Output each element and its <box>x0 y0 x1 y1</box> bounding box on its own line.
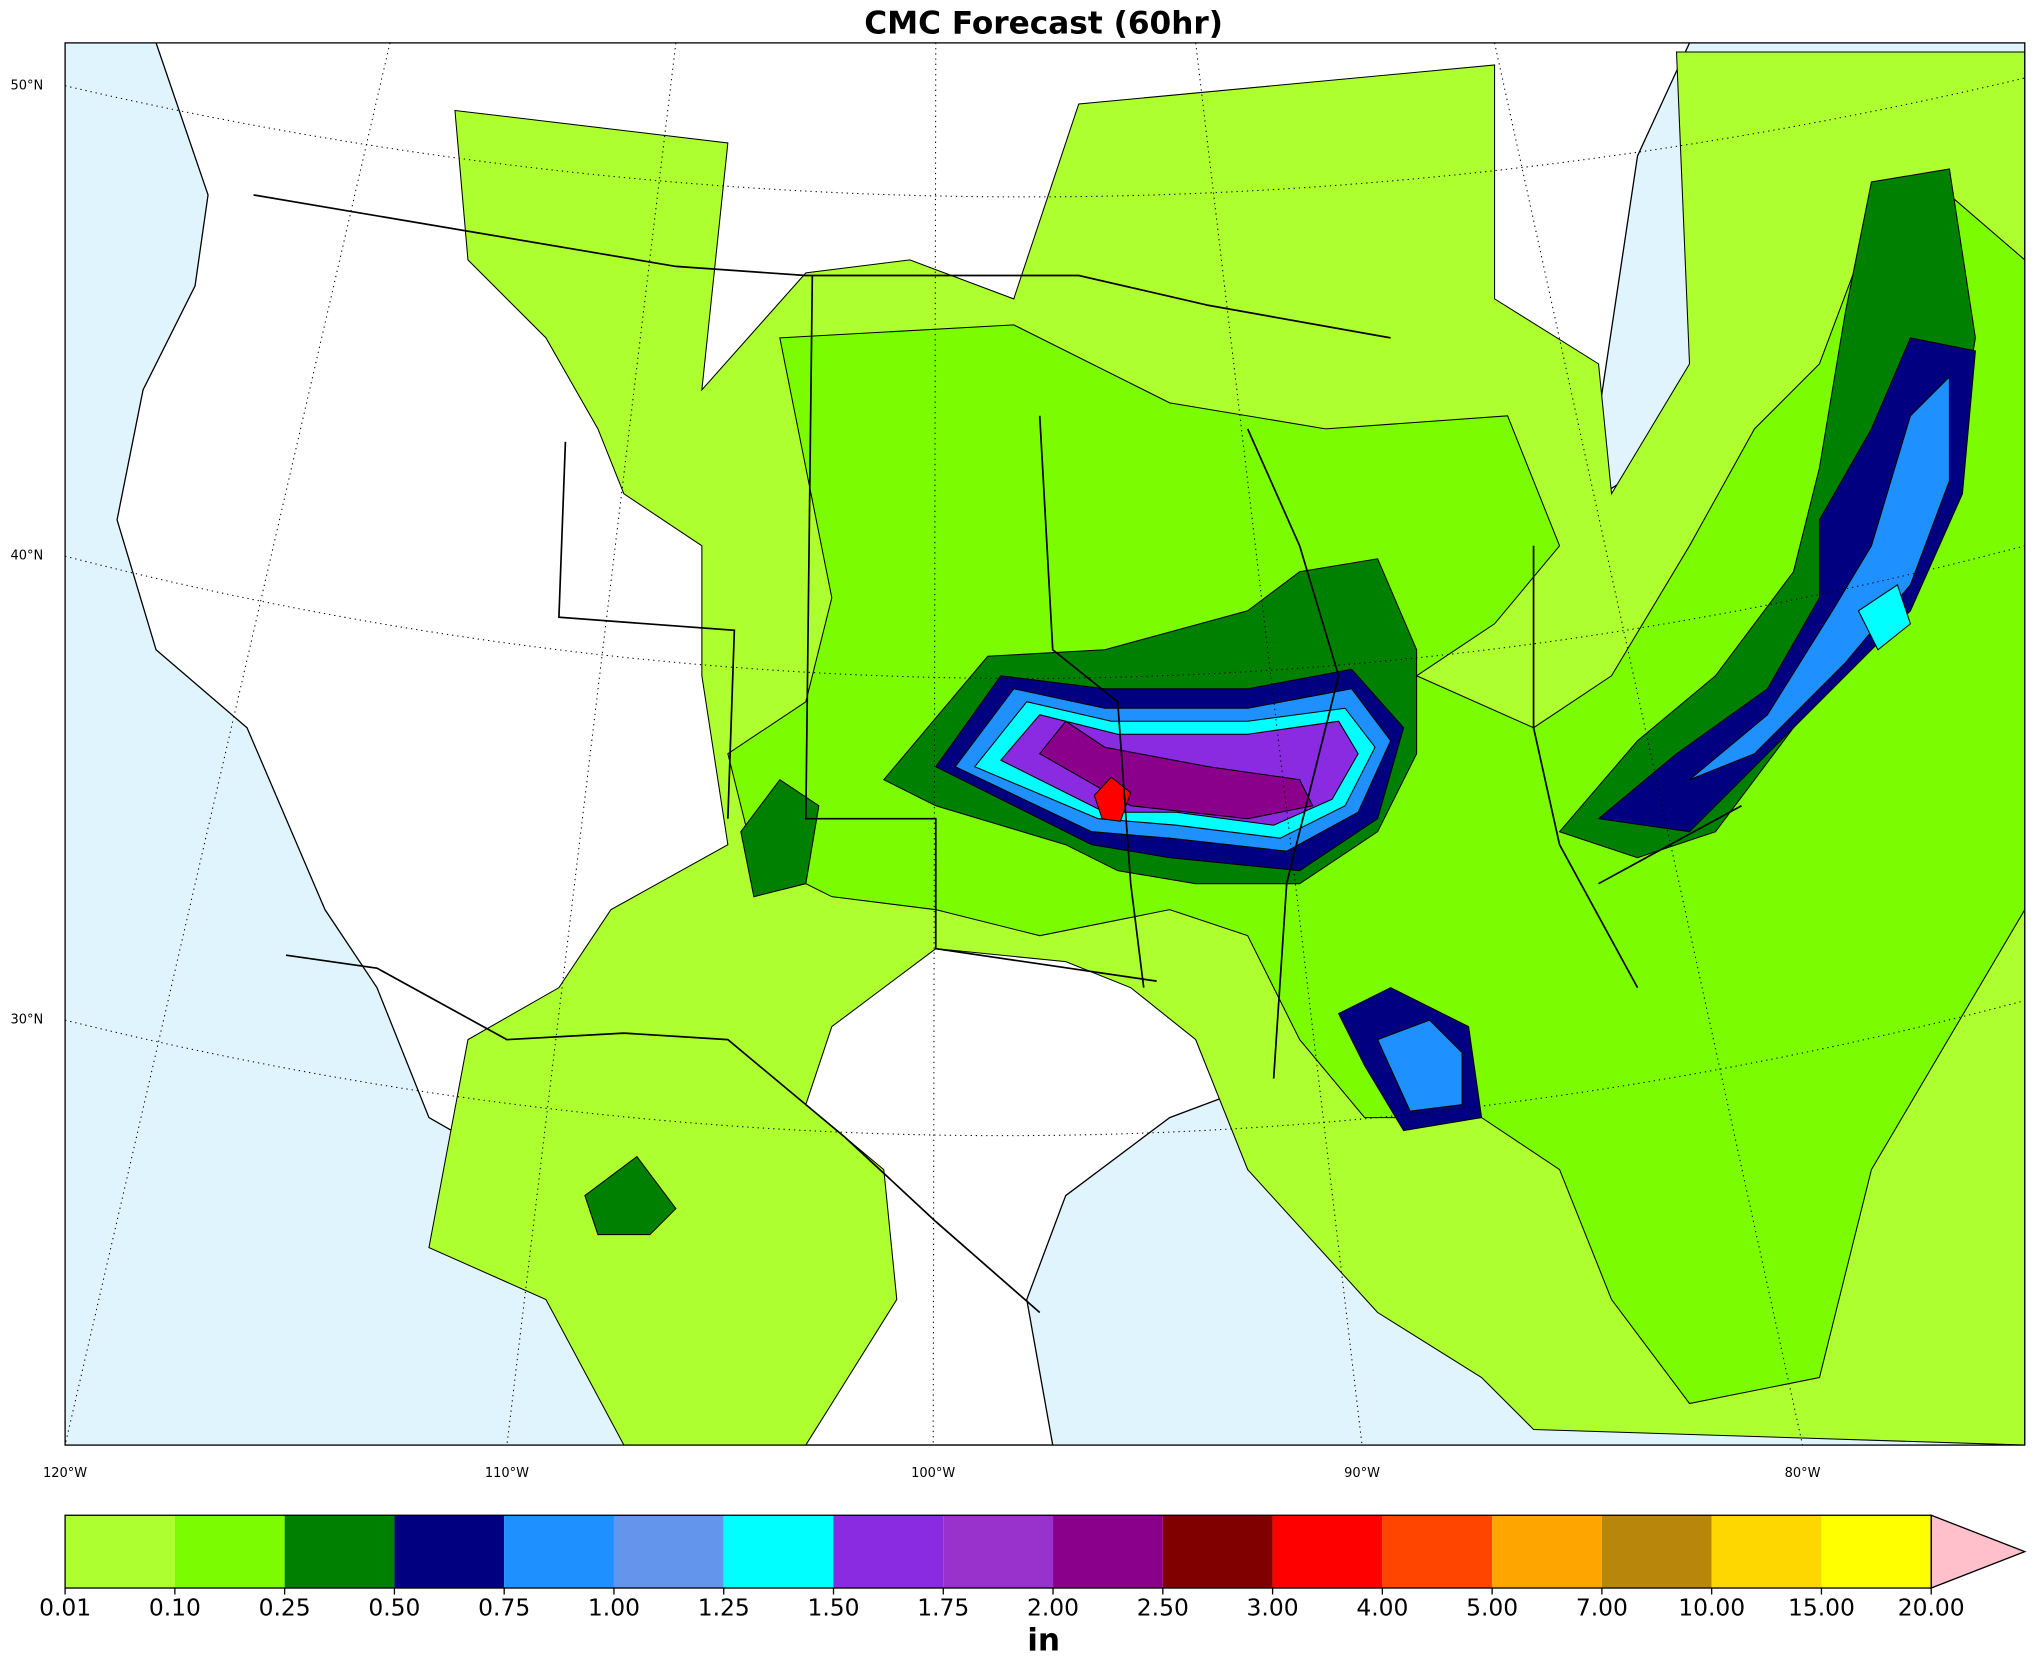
map-frame <box>64 42 2026 1446</box>
colorbar-swatch <box>1382 1515 1493 1589</box>
colorbar-swatch <box>1272 1515 1383 1589</box>
borders <box>253 194 1742 1314</box>
colorbar-swatch <box>833 1515 944 1589</box>
colorbar-tick-label: 0.75 <box>478 1593 530 1621</box>
colorbar-tick-label: 2.50 <box>1137 1593 1189 1621</box>
colorbar-swatch <box>1601 1515 1712 1589</box>
lon-label: 90°W <box>1344 1466 1380 1481</box>
colorbar-swatch <box>1711 1515 1822 1589</box>
colorbar-tick-label: 0.01 <box>39 1593 91 1621</box>
east-blue <box>1689 375 1950 781</box>
colorbar-tick-label: 10.00 <box>1678 1593 1745 1621</box>
colorbar-tick-label: 1.50 <box>807 1593 859 1621</box>
colorbar-tick-label: 7.00 <box>1576 1593 1628 1621</box>
east-cyan <box>1857 583 1912 651</box>
lat-label: 30°N <box>11 1013 44 1028</box>
colorbar-swatch <box>174 1515 285 1589</box>
colorbar-swatch <box>723 1515 834 1589</box>
colorbar-swatch <box>1821 1515 1932 1589</box>
colorbar-swatch <box>65 1515 175 1589</box>
colorbar-swatch <box>1162 1515 1273 1589</box>
colorbar-swatch <box>613 1515 724 1589</box>
colorbar-frame <box>64 1514 1932 1589</box>
precipitation <box>428 51 2025 1446</box>
map <box>65 42 2025 1446</box>
lon-label: 100°W <box>911 1466 955 1481</box>
lat-label: 50°N <box>11 78 44 93</box>
colorbar-tick-label: 5.00 <box>1466 1593 1518 1621</box>
colorbar-tick-label: 15.00 <box>1788 1593 1855 1621</box>
lon-label: 110°W <box>485 1466 529 1481</box>
colorbar-tick-label: 2.00 <box>1027 1593 1079 1621</box>
lat-label: 40°N <box>11 549 44 564</box>
colorbar-swatch <box>1053 1515 1163 1589</box>
title: CMC Forecast (60hr) <box>864 6 1223 42</box>
colorbar-tick-label: 0.25 <box>259 1593 311 1621</box>
colorbar-tick-label: 0.10 <box>149 1593 201 1621</box>
core-magenta <box>1038 720 1314 820</box>
graticule <box>65 42 2025 1446</box>
colorbar-tick-label: 1.00 <box>588 1593 640 1621</box>
east-navy <box>1597 337 1976 833</box>
colorbar-swatch <box>394 1515 505 1589</box>
colorbar-extend <box>1930 1514 2027 1589</box>
colorbar-swatch <box>1492 1515 1602 1589</box>
west-heavy <box>740 779 820 898</box>
colorbar-tick-label: 20.00 <box>1898 1593 1965 1621</box>
colorbar-tick-label: 3.00 <box>1247 1593 1299 1621</box>
colorbar-tick-label: 4.00 <box>1356 1593 1408 1621</box>
colorbar-tick-label: 0.50 <box>368 1593 420 1621</box>
colorbar-tick-label: 1.25 <box>698 1593 750 1621</box>
colorbar-unit: in <box>1027 1622 1060 1658</box>
mexico-heavy <box>584 1155 677 1236</box>
east-heavy <box>1558 168 1976 859</box>
colorbar-tick-label: 1.75 <box>917 1593 969 1621</box>
gulf-blue <box>1376 1019 1463 1112</box>
colorbar-swatch <box>504 1515 614 1589</box>
lon-label: 80°W <box>1785 1466 1821 1481</box>
lon-label: 120°W <box>43 1466 87 1481</box>
colorbar-swatch <box>284 1515 395 1589</box>
colorbar-swatch <box>943 1515 1054 1589</box>
